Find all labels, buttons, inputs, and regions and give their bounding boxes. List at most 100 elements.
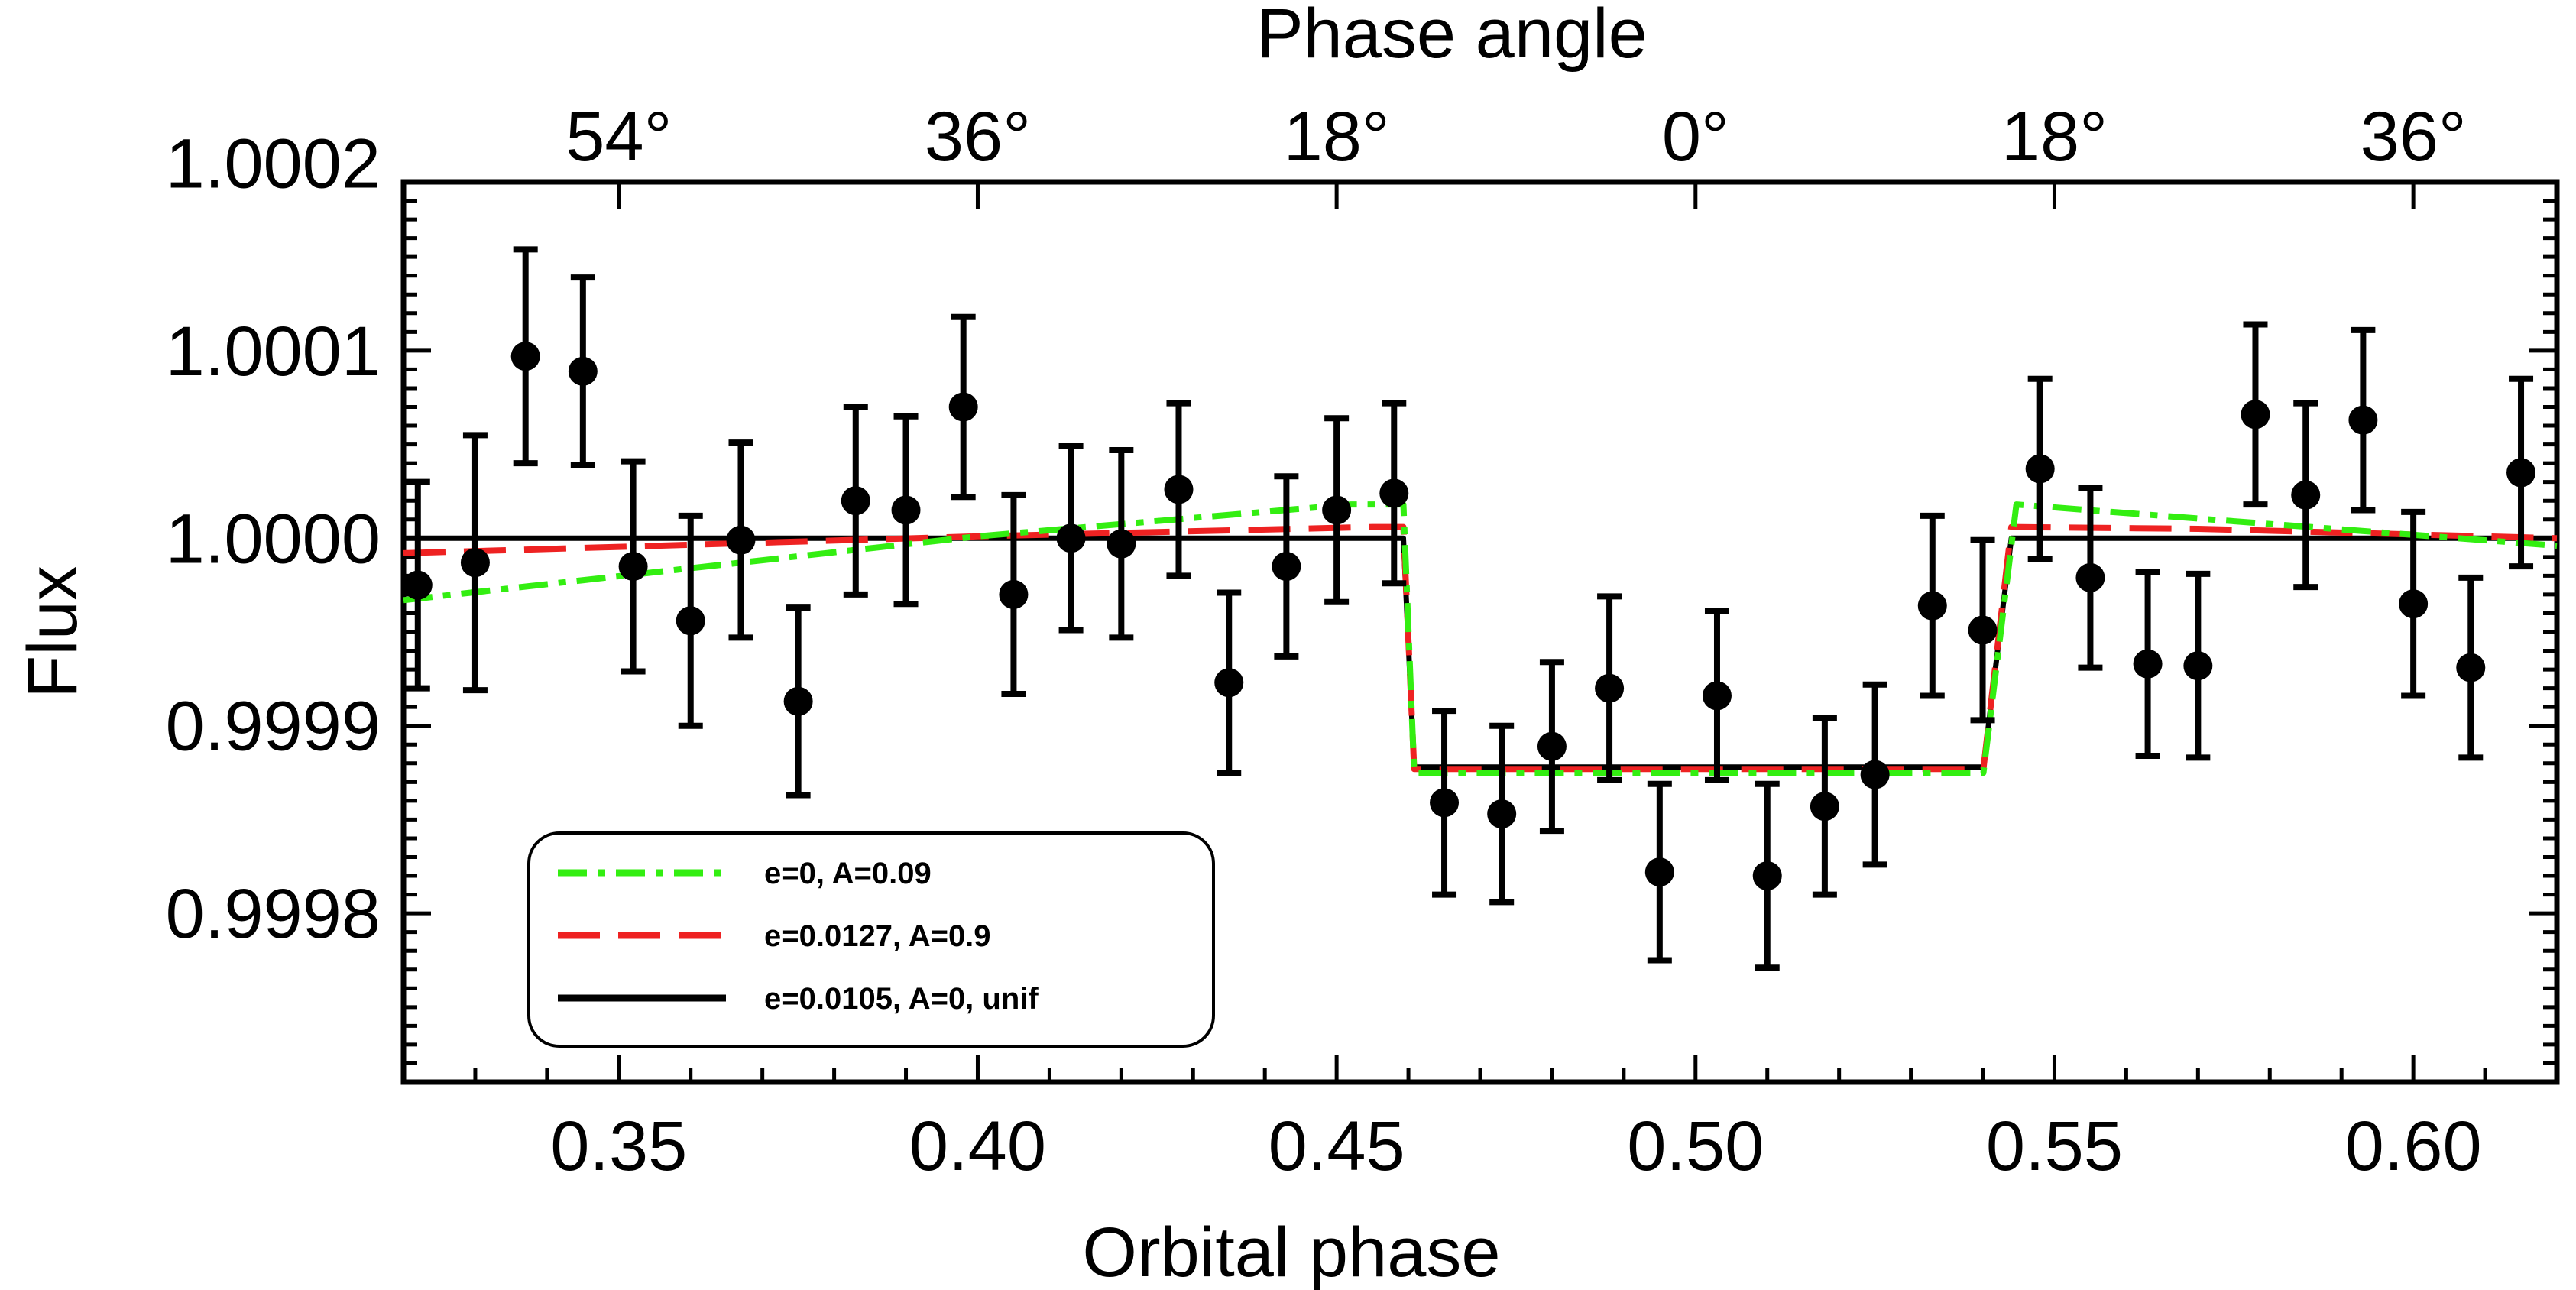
data-marker (460, 548, 490, 578)
y-axis-title: Flux (14, 566, 92, 698)
data-point (1164, 400, 1194, 579)
model-curves (403, 501, 2558, 776)
top-tick-label: 36° (2361, 98, 2467, 176)
data-marker (1702, 681, 1732, 711)
y-tick-label: 1.0000 (166, 500, 381, 578)
data-marker (841, 486, 870, 516)
data-point (676, 512, 705, 729)
data-marker (1272, 552, 1301, 582)
top-tick-label: 54° (565, 98, 672, 176)
data-marker (2456, 653, 2486, 682)
top-tick-label: 36° (925, 98, 1031, 176)
data-point (2348, 326, 2378, 514)
y-tick-label: 0.9998 (166, 875, 381, 953)
data-marker (2183, 651, 2213, 681)
data-point (2399, 508, 2429, 699)
data-marker (2133, 649, 2163, 679)
data-point (568, 274, 598, 468)
data-marker (1860, 760, 1890, 789)
legend-entries: e=0, A=0.09 e=0.0127, A=0.9 e=0.0105, A=0,… (558, 857, 1039, 1016)
data-point (2456, 574, 2486, 761)
data-point (403, 478, 433, 692)
top-tick-label: 18° (1284, 98, 1390, 176)
data-point (841, 404, 870, 598)
data-marker (568, 356, 598, 386)
data-point (1487, 722, 1517, 906)
x-axis-title: Orbital phase (1082, 1214, 1500, 1290)
data-marker (618, 552, 648, 582)
data-point (1917, 512, 1947, 699)
data-marker (2075, 562, 2105, 592)
data-marker (1917, 591, 1947, 621)
y-tick-label: 1.0001 (166, 313, 381, 391)
data-point (1056, 443, 1086, 634)
x-tick-label: 0.35 (550, 1107, 687, 1185)
data-point (1322, 415, 1352, 605)
data-marker (2399, 589, 2429, 619)
data-marker (999, 579, 1029, 609)
y-tick-label: 0.9999 (166, 688, 381, 766)
data-marker (1644, 857, 1674, 887)
x-tick-label: 0.40 (909, 1107, 1046, 1185)
data-marker (1810, 792, 1839, 822)
axis-ticks (401, 180, 2559, 1084)
data-marker (1107, 529, 1136, 559)
data-marker (1430, 788, 1460, 818)
data-marker (2241, 400, 2270, 429)
data-point (2075, 485, 2105, 671)
data-points (403, 246, 2536, 971)
data-point (1968, 536, 1998, 724)
data-point (460, 432, 490, 694)
legend-box (527, 831, 1215, 1048)
data-point (2133, 569, 2163, 759)
data-point (2241, 321, 2270, 508)
data-point (1214, 589, 1244, 776)
data-point (1272, 473, 1301, 660)
y-tick-label: 1.0002 (166, 125, 381, 203)
data-marker (1487, 799, 1517, 829)
top-axis-title: Phase angle (1256, 0, 1648, 73)
top-tick-label: 0° (1662, 98, 1729, 176)
data-marker (1164, 475, 1194, 504)
data-point (2291, 400, 2321, 591)
data-marker (1379, 478, 1409, 508)
x-tick-label: 0.60 (2345, 1107, 2482, 1185)
data-marker (1214, 668, 1244, 698)
tick-labels: 0.35 0.40 0.45 0.50 0.55 0.60 54° 36° 18° 0° 18° 36… (166, 98, 2482, 1185)
data-point (1430, 708, 1460, 898)
legend-label: e=0, A=0.09 (764, 857, 932, 890)
data-marker (891, 495, 921, 525)
legend-label: e=0.0127, A=0.9 (764, 919, 991, 953)
data-point (2025, 375, 2055, 562)
data-point (2183, 570, 2213, 761)
data-point (1702, 608, 1732, 783)
legend-label: e=0.0105, A=0, unif (764, 982, 1039, 1016)
legend: e=0, A=0.09 e=0.0127, A=0.9 e=0.0105, A=0,… (527, 831, 1215, 1048)
data-marker (1056, 523, 1086, 553)
data-marker (2025, 454, 2055, 484)
data-point (891, 413, 921, 608)
data-point (1379, 400, 1409, 587)
x-tick-label: 0.55 (1986, 1107, 2123, 1185)
data-marker (2291, 480, 2321, 510)
data-marker (510, 342, 540, 371)
data-point (510, 246, 540, 467)
data-point (1537, 659, 1567, 835)
top-tick-label: 18° (2001, 98, 2108, 176)
data-point (1644, 780, 1674, 964)
data-marker (1968, 615, 1998, 645)
data-marker (676, 606, 705, 636)
data-point (2506, 375, 2536, 570)
data-marker (726, 525, 756, 555)
data-marker (948, 392, 978, 422)
data-marker (1595, 673, 1625, 703)
data-marker (1537, 731, 1567, 761)
data-marker (403, 570, 433, 600)
data-marker (1752, 861, 1782, 891)
data-marker (783, 686, 813, 716)
data-point (726, 439, 756, 641)
data-marker (1322, 495, 1352, 525)
data-point (948, 313, 978, 501)
data-point (618, 458, 648, 675)
data-point (1752, 780, 1782, 971)
